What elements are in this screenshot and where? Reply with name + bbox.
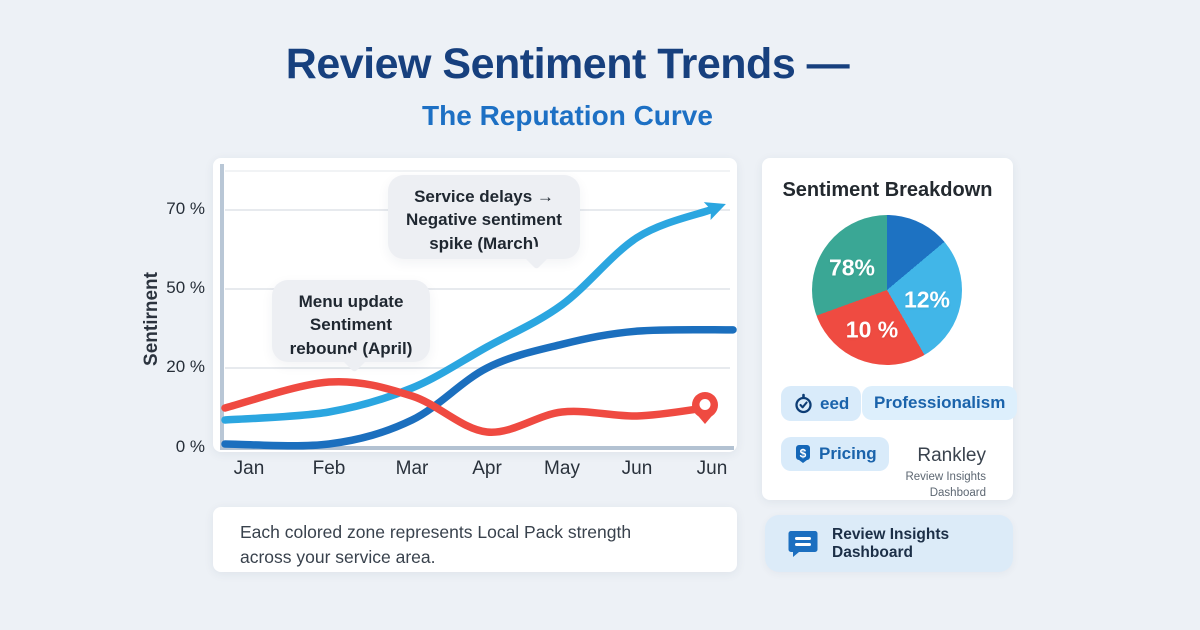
chip-professionalism[interactable]: Professionalism bbox=[862, 386, 1018, 420]
annotation-service-delays: Service delays → Negative sentiment spik… bbox=[388, 175, 580, 270]
cta-label: Review Insights Dashboard bbox=[832, 525, 950, 561]
chip-professionalism-label: Professionalism bbox=[874, 393, 1006, 412]
x-tick-mar: Mar bbox=[395, 458, 429, 479]
series-positive-sentiment-dark-blue bbox=[221, 325, 737, 450]
sentiment-pie-chart: 78% 12% 10 % bbox=[812, 215, 962, 365]
annotation-line: Negative sentiment bbox=[406, 210, 562, 230]
caption-line-1: Each colored zone represents Local Pack … bbox=[240, 522, 632, 542]
chip-pricing[interactable]: $ Pricing bbox=[781, 437, 889, 471]
y-tick-0: 0 % bbox=[175, 437, 205, 456]
annotation-line: rebound (April) bbox=[289, 338, 413, 358]
chip-pricing-label: Pricing bbox=[819, 444, 877, 463]
pie-label-10: 10 % bbox=[845, 316, 899, 343]
review-insights-dashboard-button[interactable]: Review Insights Dashboard bbox=[765, 515, 1013, 572]
x-tick-feb: Feb bbox=[312, 458, 346, 479]
stopwatch-check-icon bbox=[793, 393, 814, 414]
brand-subtitle-line-2: Dashboard bbox=[929, 486, 986, 499]
pie-label-12: 12% bbox=[903, 286, 951, 313]
caption-card: Each colored zone represents Local Pack … bbox=[213, 507, 737, 572]
svg-text:$: $ bbox=[800, 447, 807, 461]
annotation-line: Menu update bbox=[298, 292, 404, 311]
sentiment-breakdown-card: Sentiment Breakdown 78% 12% 10 % eed Pro… bbox=[762, 158, 1018, 501]
location-pin-icon bbox=[699, 399, 711, 410]
page-subtitle: The Reputation Curve bbox=[422, 100, 713, 131]
header: Review Sentiment Trends — The Reputation… bbox=[0, 40, 1135, 132]
x-tick-jun-2: Jun bbox=[696, 458, 728, 479]
annotation-line: spike (March) bbox=[429, 233, 539, 253]
series-neutral-sentiment-red bbox=[221, 377, 709, 436]
dollar-badge-icon: $ bbox=[793, 444, 813, 464]
chip-speed[interactable]: eed bbox=[781, 386, 862, 421]
pie-label-78: 78% bbox=[828, 254, 876, 281]
y-tick-50: 50 % bbox=[166, 278, 205, 297]
chip-speed-label: eed bbox=[820, 393, 850, 413]
annotation-menu-update: Menu update Sentiment rebound (April) bbox=[272, 280, 430, 373]
x-tick-jan: Jan bbox=[233, 458, 265, 479]
chat-bubble-icon bbox=[788, 530, 818, 558]
series-negative-sentiment-light-blue bbox=[221, 206, 714, 424]
caption-line-2: across your service area. bbox=[240, 547, 436, 568]
x-tick-apr: Apr bbox=[472, 458, 502, 479]
x-tick-may: May bbox=[544, 458, 580, 479]
brand-subtitle-line-1: Review Insights bbox=[905, 471, 986, 483]
annotation-line: Sentiment bbox=[309, 315, 393, 335]
y-tick-20: 20 % bbox=[166, 357, 205, 376]
brand-block: Rankley Review Insights Dashboard bbox=[905, 445, 986, 501]
page-title: Review Sentiment Trends — bbox=[285, 40, 850, 88]
brand-name: Rankley bbox=[917, 445, 986, 466]
y-tick-70: 70 % bbox=[166, 199, 205, 218]
x-tick-jun: Jun bbox=[621, 458, 653, 479]
annotation-line: Service delays → bbox=[414, 187, 554, 206]
brand-subtitle: Review Insights Dashboard bbox=[905, 470, 986, 501]
pie-title: Sentiment Breakdown bbox=[782, 179, 993, 201]
chart-series-group bbox=[221, 202, 737, 450]
arrow-head-icon bbox=[703, 202, 726, 220]
